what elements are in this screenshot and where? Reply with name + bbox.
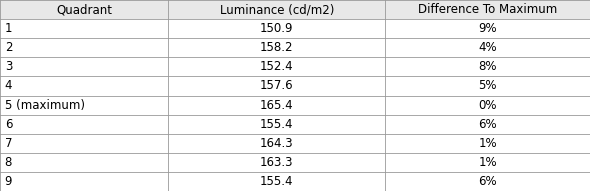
Bar <box>168 0 385 19</box>
Text: Luminance (cd/m2): Luminance (cd/m2) <box>219 3 334 16</box>
Text: 155.4: 155.4 <box>260 175 293 188</box>
Text: 155.4: 155.4 <box>260 118 293 131</box>
Text: 5%: 5% <box>478 79 497 92</box>
Bar <box>168 38 385 57</box>
Text: Difference To Maximum: Difference To Maximum <box>418 3 558 16</box>
Text: Quadrant: Quadrant <box>56 3 112 16</box>
Bar <box>0 0 168 19</box>
Text: 1%: 1% <box>478 156 497 169</box>
Bar <box>168 134 385 153</box>
Text: 3: 3 <box>5 60 12 73</box>
Bar <box>385 115 590 134</box>
Bar <box>0 76 168 96</box>
Text: 165.4: 165.4 <box>260 99 293 112</box>
Bar <box>0 153 168 172</box>
Bar <box>0 96 168 115</box>
Text: 4%: 4% <box>478 41 497 54</box>
Text: 4: 4 <box>5 79 12 92</box>
Text: 163.3: 163.3 <box>260 156 293 169</box>
Text: 157.6: 157.6 <box>260 79 293 92</box>
Bar <box>0 115 168 134</box>
Text: 9: 9 <box>5 175 12 188</box>
Bar <box>385 153 590 172</box>
Text: 164.3: 164.3 <box>260 137 293 150</box>
Text: 158.2: 158.2 <box>260 41 293 54</box>
Text: 150.9: 150.9 <box>260 22 293 35</box>
Bar <box>168 172 385 191</box>
Bar <box>0 172 168 191</box>
Bar <box>385 19 590 38</box>
Text: 1%: 1% <box>478 137 497 150</box>
Bar <box>0 134 168 153</box>
Bar <box>385 38 590 57</box>
Bar <box>168 57 385 76</box>
Text: 6%: 6% <box>478 175 497 188</box>
Text: 6%: 6% <box>478 118 497 131</box>
Bar <box>168 115 385 134</box>
Bar <box>0 19 168 38</box>
Bar <box>168 76 385 96</box>
Text: 8%: 8% <box>478 60 497 73</box>
Bar <box>168 19 385 38</box>
Text: 7: 7 <box>5 137 12 150</box>
Text: 152.4: 152.4 <box>260 60 293 73</box>
Bar <box>385 96 590 115</box>
Text: 6: 6 <box>5 118 12 131</box>
Text: 8: 8 <box>5 156 12 169</box>
Bar <box>0 57 168 76</box>
Bar <box>385 172 590 191</box>
Text: 2: 2 <box>5 41 12 54</box>
Text: 5 (maximum): 5 (maximum) <box>5 99 85 112</box>
Text: 0%: 0% <box>478 99 497 112</box>
Bar <box>385 134 590 153</box>
Bar <box>168 96 385 115</box>
Bar <box>385 76 590 96</box>
Bar <box>385 57 590 76</box>
Bar <box>0 38 168 57</box>
Bar <box>168 153 385 172</box>
Bar <box>385 0 590 19</box>
Text: 1: 1 <box>5 22 12 35</box>
Text: 9%: 9% <box>478 22 497 35</box>
